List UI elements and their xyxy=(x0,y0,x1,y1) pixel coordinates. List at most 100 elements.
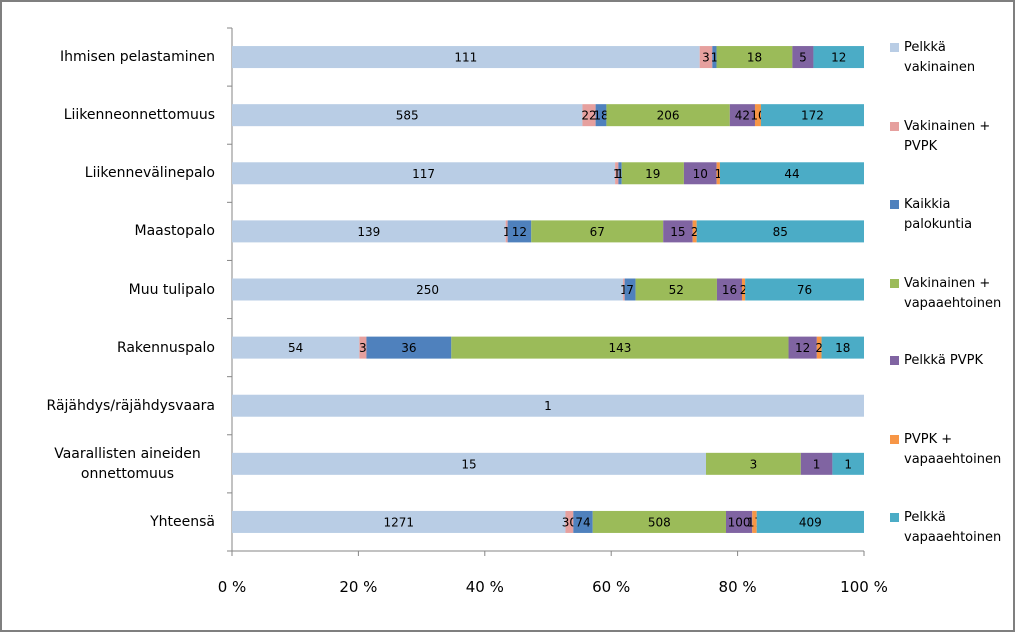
data-label: 12 xyxy=(512,225,527,239)
legend-label: PVPK + vapaaehtoinen xyxy=(904,432,1002,467)
bar-segment xyxy=(624,278,636,301)
category-text: Liikennevälinepalo xyxy=(84,165,215,182)
bar-segment xyxy=(792,46,814,69)
bar-segment xyxy=(821,336,864,359)
legend-item: Vakinainen + vapaaehtoinen xyxy=(890,274,1010,314)
x-tick-label: 100 % xyxy=(840,578,888,596)
bar-segment xyxy=(692,220,697,243)
data-label: 18 xyxy=(593,109,608,123)
legend-label: Kaikkia palokuntia xyxy=(904,197,973,232)
category-label: Rakennuspalo xyxy=(10,328,215,368)
data-label: 100 xyxy=(728,515,751,529)
data-label: 585 xyxy=(396,109,419,123)
bar-segment xyxy=(592,510,727,533)
category-label: Räjähdys/räjähdysvaara xyxy=(10,386,215,426)
category-label: Ihmisen pelastaminen xyxy=(10,37,215,77)
bar-segment xyxy=(635,278,717,301)
bar-segment xyxy=(595,104,607,127)
bar-segment xyxy=(712,46,717,69)
data-label: 1 xyxy=(613,167,621,181)
legend-swatch xyxy=(890,279,899,288)
bar-segment xyxy=(729,104,755,127)
data-label: 1 xyxy=(620,283,628,297)
category-label: Maastopalo xyxy=(10,211,215,251)
data-label: 74 xyxy=(575,515,590,529)
data-label: 5 xyxy=(799,51,807,65)
data-label: 2 xyxy=(691,225,699,239)
category-text: Vaarallisten aineiden onnettomuus xyxy=(54,445,201,482)
data-label: 85 xyxy=(773,225,788,239)
legend-item: Pelkkä vakinainen xyxy=(890,38,1010,78)
data-label: 139 xyxy=(357,225,380,239)
data-label: 30 xyxy=(562,515,577,529)
data-label: 111 xyxy=(454,51,477,65)
bar-segment xyxy=(618,162,622,185)
data-label: 18 xyxy=(835,341,850,355)
bar-segment xyxy=(752,510,757,533)
category-label: Liikennevälinepalo xyxy=(10,153,215,193)
bar-segment xyxy=(359,336,367,359)
bar-segment xyxy=(232,452,706,475)
data-label: 42 xyxy=(735,109,750,123)
category-label: Liikenneonnettomuus xyxy=(10,95,215,135)
bar-segment xyxy=(565,510,574,533)
legend-label: Vakinainen + vapaaehtoinen xyxy=(904,276,1002,311)
data-label: 15 xyxy=(670,225,685,239)
category-text: Yhteensä xyxy=(150,513,215,530)
bar-segment xyxy=(232,336,360,359)
bar-segment xyxy=(756,510,864,533)
category-text: Muu tulipalo xyxy=(128,281,215,298)
x-tick-label: 80 % xyxy=(718,578,757,596)
bar-segment xyxy=(699,46,713,69)
category-label: Vaarallisten aineiden onnettomuus xyxy=(10,444,215,484)
legend-swatch xyxy=(890,43,899,52)
category-text: Liikenneonnettomuus xyxy=(63,107,215,124)
data-label: 1271 xyxy=(383,515,414,529)
bar-segment xyxy=(451,336,789,359)
x-tick-label: 0 % xyxy=(217,578,247,596)
bar-segment xyxy=(741,278,746,301)
category-text: Räjähdys/räjähdysvaara xyxy=(46,397,215,414)
bar-segment xyxy=(800,452,833,475)
data-label: 22 xyxy=(581,109,596,123)
legend-label: Pelkkä vapaaehtoinen xyxy=(904,510,1002,545)
bar-segment xyxy=(615,162,619,185)
data-label: 3 xyxy=(359,341,367,355)
bar-segment xyxy=(716,46,793,69)
legend-swatch xyxy=(890,200,899,209)
bar-segment xyxy=(621,162,684,185)
data-label: 44 xyxy=(784,167,799,181)
legend-item: Vakinainen + PVPK xyxy=(890,117,1010,157)
bar-segment xyxy=(623,278,625,301)
bar-segment xyxy=(531,220,664,243)
bar-segment xyxy=(813,46,864,69)
data-label: 250 xyxy=(416,283,439,297)
data-label: 172 xyxy=(801,109,824,123)
data-label: 1 xyxy=(711,51,719,65)
x-tick-label: 40 % xyxy=(465,578,504,596)
data-label: 409 xyxy=(799,515,822,529)
bar-segment xyxy=(683,162,717,185)
legend-label: Pelkkä vakinainen xyxy=(904,40,976,75)
x-tick-label: 60 % xyxy=(592,578,631,596)
x-tick-label: 20 % xyxy=(339,578,378,596)
data-label: 76 xyxy=(797,283,812,297)
data-label: 1 xyxy=(813,457,821,471)
data-label: 16 xyxy=(722,283,737,297)
bar-segment xyxy=(507,220,532,243)
bar-segment xyxy=(232,394,864,417)
bar-segment xyxy=(754,104,761,127)
bar-segment xyxy=(606,104,730,127)
bar-segment xyxy=(726,510,753,533)
legend-swatch xyxy=(890,356,899,365)
bar-segment xyxy=(832,452,864,475)
legend-label: Vakinainen + PVPK xyxy=(904,119,991,154)
bar-segment xyxy=(232,278,624,301)
legend-swatch xyxy=(890,435,899,444)
bar-segment xyxy=(232,220,506,243)
data-label: 10 xyxy=(693,167,708,181)
bar-segment xyxy=(366,336,452,359)
data-label: 1 xyxy=(544,399,552,413)
